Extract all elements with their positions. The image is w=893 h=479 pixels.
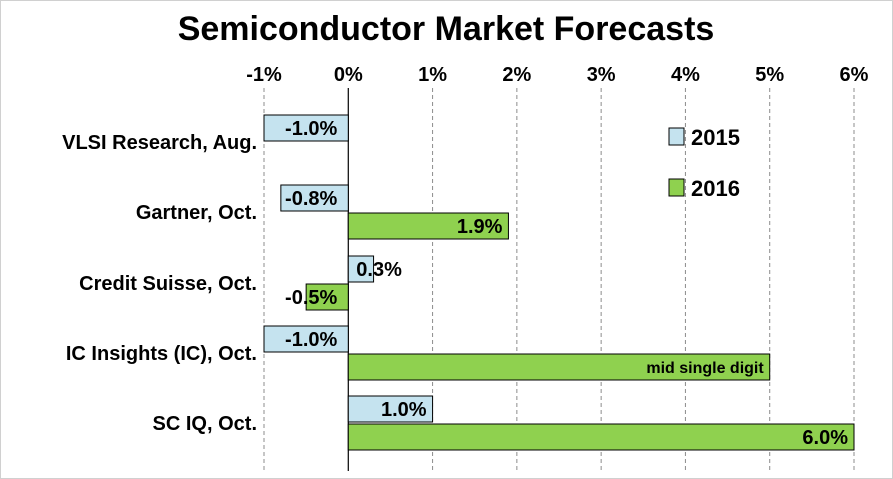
category-label: Credit Suisse, Oct. <box>79 273 257 295</box>
legend-label: 2015 <box>691 125 740 150</box>
bar-2016-4 <box>347 423 855 451</box>
legend-swatch-2015 <box>668 127 685 146</box>
x-tick-label: 4% <box>671 64 700 86</box>
data-label: -0.5% <box>285 287 337 309</box>
category-label: Gartner, Oct. <box>136 202 257 224</box>
x-tick-label: -1% <box>246 64 282 86</box>
bar-2016-2 <box>305 283 349 311</box>
x-tick-label: 5% <box>755 64 784 86</box>
chart-title: Semiconductor Market Forecasts <box>178 10 715 48</box>
x-tick-label: 2% <box>502 64 531 86</box>
data-label: 0.3% <box>356 259 402 281</box>
data-label: -1.0% <box>285 118 337 140</box>
x-tick-label: 0% <box>334 64 363 86</box>
data-label: 1.0% <box>381 399 427 421</box>
category-label: SC IQ, Oct. <box>153 413 257 435</box>
bar-2015-2 <box>347 255 375 283</box>
bar-2015-4 <box>347 395 434 423</box>
x-tick-label: 6% <box>840 64 869 86</box>
bar-2015-0 <box>263 114 349 142</box>
data-label: 6.0% <box>802 427 848 449</box>
bar-2015-1 <box>280 184 349 212</box>
data-label: -0.8% <box>285 188 337 210</box>
legend-swatch-2016 <box>668 178 685 197</box>
bar-2015-3 <box>263 325 349 353</box>
legend-label: 2016 <box>691 176 740 201</box>
category-label: VLSI Research, Aug. <box>62 132 257 154</box>
data-label: mid single digit <box>646 360 764 377</box>
x-tick-label: 3% <box>587 64 616 86</box>
bar-2016-1 <box>347 212 509 240</box>
data-label: -1.0% <box>285 329 337 351</box>
data-label: 1.9% <box>457 216 503 238</box>
bar-2016-3 <box>347 353 771 381</box>
category-label: IC Insights (IC), Oct. <box>66 343 257 365</box>
x-tick-label: 1% <box>418 64 447 86</box>
